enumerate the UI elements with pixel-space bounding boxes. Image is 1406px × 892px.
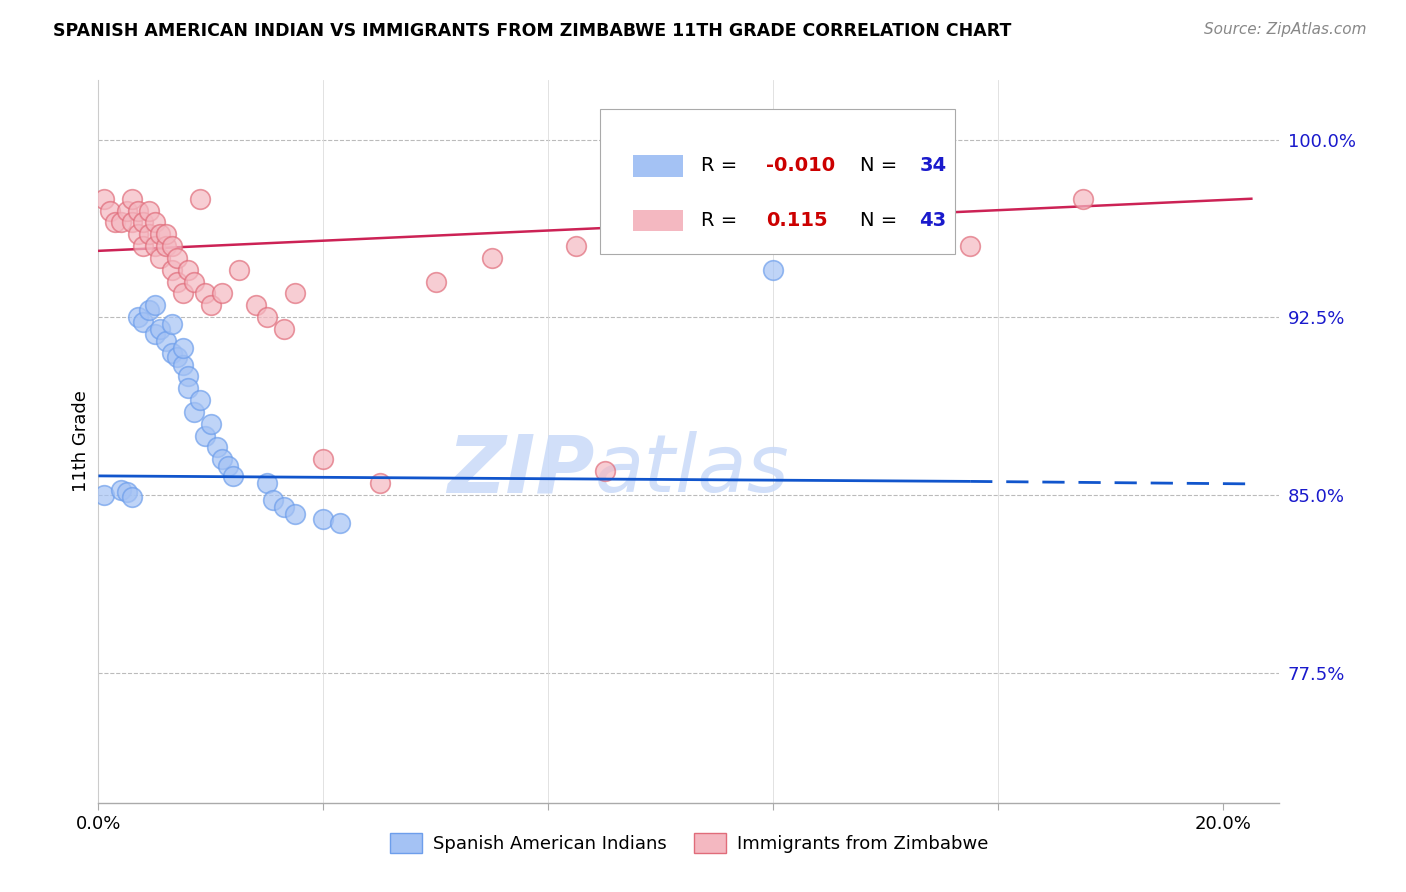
Point: [127, 227, 149, 242]
Point: [312, 511, 335, 525]
Point: [138, 227, 160, 242]
Point: [93, 488, 115, 502]
Text: R =: R =: [700, 211, 744, 230]
Point: [155, 334, 177, 348]
FancyBboxPatch shape: [634, 155, 683, 177]
Point: [138, 203, 160, 218]
Point: [166, 251, 188, 265]
Text: SPANISH AMERICAN INDIAN VS IMMIGRANTS FROM ZIMBABWE 11TH GRADE CORRELATION CHART: SPANISH AMERICAN INDIAN VS IMMIGRANTS FR…: [53, 22, 1012, 40]
Point: [166, 351, 188, 365]
Point: [121, 215, 143, 229]
Point: [143, 239, 166, 253]
Point: [177, 369, 200, 384]
Point: [200, 417, 222, 431]
Point: [132, 215, 155, 229]
Point: [1071, 192, 1094, 206]
Text: N =: N =: [860, 211, 904, 230]
Point: [143, 298, 166, 312]
Point: [183, 405, 205, 419]
Point: [211, 452, 233, 467]
FancyBboxPatch shape: [600, 109, 955, 253]
Point: [104, 215, 127, 229]
Point: [565, 239, 588, 253]
Point: [155, 227, 177, 242]
Point: [172, 358, 194, 372]
Text: 0.115: 0.115: [766, 211, 827, 230]
Point: [98, 203, 121, 218]
Point: [121, 192, 143, 206]
FancyBboxPatch shape: [634, 210, 683, 231]
Point: [194, 286, 217, 301]
Point: [110, 483, 132, 497]
Point: [762, 262, 785, 277]
Point: [228, 262, 250, 277]
Text: Source: ZipAtlas.com: Source: ZipAtlas.com: [1204, 22, 1367, 37]
Point: [256, 475, 278, 490]
Point: [903, 227, 925, 242]
Point: [329, 516, 352, 531]
Point: [143, 215, 166, 229]
Point: [143, 326, 166, 341]
Point: [149, 227, 172, 242]
Point: [425, 275, 447, 289]
Text: N =: N =: [860, 156, 904, 176]
Point: [481, 251, 503, 265]
Point: [222, 469, 245, 483]
Point: [273, 322, 295, 336]
Point: [115, 203, 138, 218]
Point: [132, 239, 155, 253]
Point: [217, 459, 239, 474]
Point: [368, 475, 391, 490]
Text: atlas: atlas: [595, 432, 789, 509]
Y-axis label: 11th Grade: 11th Grade: [72, 391, 90, 492]
Text: 43: 43: [920, 211, 946, 230]
Text: R =: R =: [700, 156, 744, 176]
Point: [160, 239, 183, 253]
Point: [160, 318, 183, 332]
Point: [132, 315, 155, 329]
Point: [115, 485, 138, 500]
Point: [155, 239, 177, 253]
Point: [188, 192, 211, 206]
Point: [205, 441, 228, 455]
Point: [183, 275, 205, 289]
Point: [273, 500, 295, 514]
Point: [160, 262, 183, 277]
Point: [593, 464, 616, 478]
Point: [312, 452, 335, 467]
Point: [138, 303, 160, 318]
Legend: Spanish American Indians, Immigrants from Zimbabwe: Spanish American Indians, Immigrants fro…: [381, 823, 997, 863]
Point: [110, 215, 132, 229]
Point: [959, 239, 981, 253]
Point: [127, 203, 149, 218]
Point: [121, 490, 143, 504]
Point: [172, 286, 194, 301]
Point: [194, 428, 217, 442]
Point: [127, 310, 149, 325]
Point: [256, 310, 278, 325]
Text: ZIP: ZIP: [447, 432, 595, 509]
Point: [93, 192, 115, 206]
Point: [177, 381, 200, 395]
Text: -0.010: -0.010: [766, 156, 835, 176]
Point: [284, 507, 307, 521]
Point: [200, 298, 222, 312]
Point: [188, 393, 211, 408]
Text: 34: 34: [920, 156, 946, 176]
Point: [262, 492, 284, 507]
Point: [284, 286, 307, 301]
Point: [149, 251, 172, 265]
Point: [172, 341, 194, 355]
Point: [166, 275, 188, 289]
Point: [177, 262, 200, 277]
Point: [160, 345, 183, 359]
Point: [149, 322, 172, 336]
Point: [211, 286, 233, 301]
Point: [245, 298, 267, 312]
